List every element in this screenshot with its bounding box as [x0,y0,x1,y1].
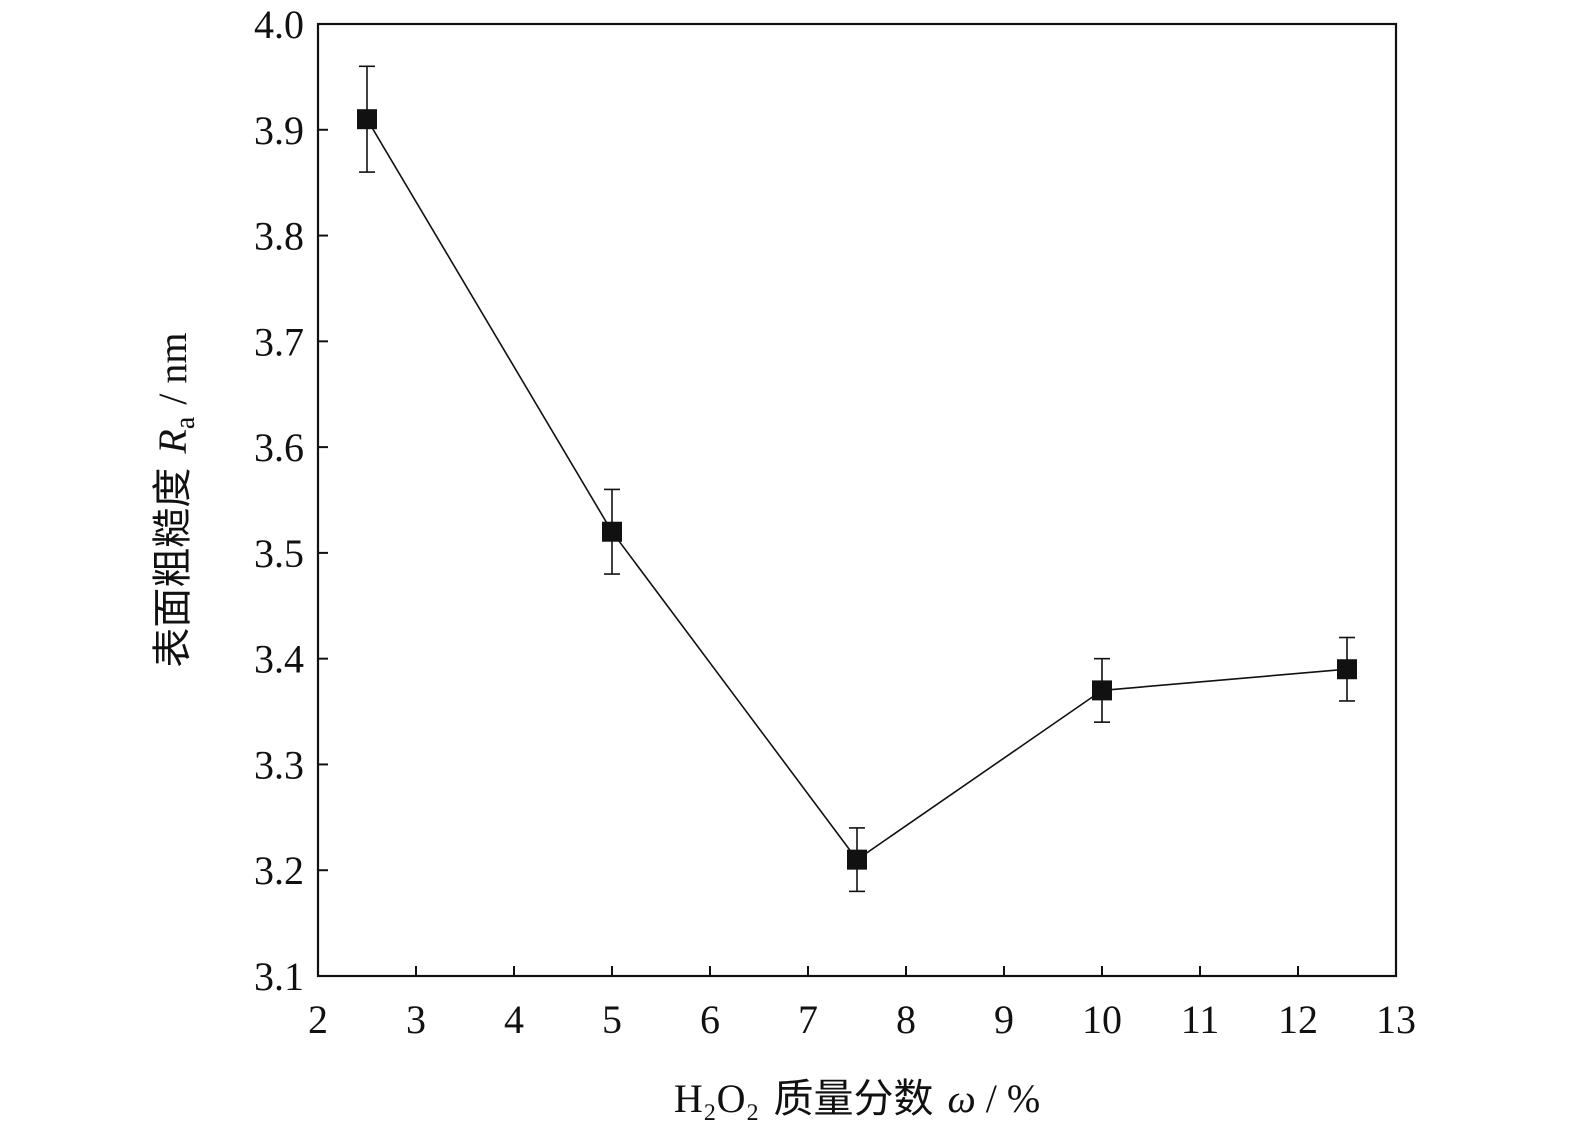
y-tick-label: 3.3 [254,742,304,787]
series-line [366,118,1348,861]
x-axis-title: H₂O₂ 质量分数 ω /% [674,1076,1040,1121]
y-axis-label-text: 表面粗糙度 [150,468,195,668]
y-axis-title: 表面粗糙度Ra/nm [150,332,201,667]
x-axis-unit: % [1007,1076,1040,1121]
x-tick-label: 3 [406,997,426,1042]
series-layer [357,65,1357,893]
x-axis-label-text: 质量分数 [773,1076,933,1121]
data-point-marker [357,109,377,130]
y-tick-label: 3.6 [254,425,304,470]
y-axis-ticks: 3.1 3.2 3.3 3.4 3.5 3.6 3.7 3.8 3.9 4.0 [254,2,328,999]
y-tick-label: 3.7 [254,319,304,364]
x-tick-label: 5 [602,997,622,1042]
data-point-marker [1337,659,1357,680]
plot-frame [316,22,1398,978]
y-tick-label: 4.0 [254,2,304,47]
data-point-marker [847,849,867,870]
x-axis-ticks: 2 3 4 5 6 7 8 9 10 11 12 13 [308,966,1416,1042]
x-tick-label: 13 [1376,997,1416,1042]
y-axis-unit: nm [150,332,195,383]
x-tick-label: 2 [308,997,328,1042]
x-axis-symbol: ω [947,1076,975,1121]
x-tick-label: 8 [896,997,916,1042]
y-tick-label: 3.4 [254,637,304,682]
y-axis-symbol: R [150,429,195,454]
data-point-marker [1092,680,1112,701]
y-tick-label: 3.2 [254,848,304,893]
x-tick-label: 7 [798,997,818,1042]
y-tick-label: 3.5 [254,531,304,576]
y-axis-subscript: a [170,416,201,429]
y-tick-label: 3.8 [254,214,304,259]
x-tick-label: 6 [700,997,720,1042]
data-point-marker [602,521,622,542]
y-tick-label: 3.1 [254,954,304,999]
x-tick-label: 10 [1082,997,1122,1042]
x-tick-label: 9 [994,997,1014,1042]
x-tick-label: 12 [1278,997,1318,1042]
x-tick-label: 4 [504,997,524,1042]
y-tick-label: 3.9 [254,108,304,153]
x-tick-label: 11 [1181,997,1220,1042]
x-axis-formula: H₂O₂ [674,1076,760,1121]
